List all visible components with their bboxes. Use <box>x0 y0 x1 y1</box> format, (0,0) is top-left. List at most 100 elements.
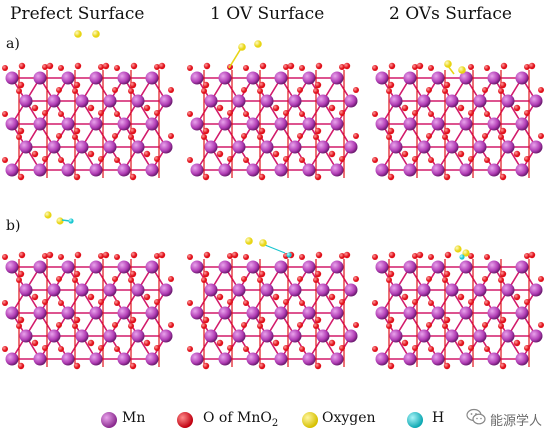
lattice-oxygen-atom <box>428 300 434 306</box>
mn-atom <box>431 117 445 131</box>
mn-atom <box>445 94 459 108</box>
lattice-oxygen-atom <box>426 87 432 93</box>
lattice-oxygen-atom <box>457 293 465 301</box>
mn-atom <box>389 140 403 154</box>
lattice-oxygen-atom <box>128 323 134 329</box>
mn-atom <box>515 306 529 320</box>
lattice-oxygen-atom <box>187 157 193 163</box>
mn-atom <box>445 329 459 343</box>
legend-mn-label: Mn <box>122 410 146 426</box>
mn-atom <box>445 283 459 297</box>
mn-atom <box>145 306 159 320</box>
surface-oxygen-atom <box>46 62 54 70</box>
lattice-oxygen-atom <box>387 127 395 135</box>
lattice-oxygen-atom <box>313 323 319 329</box>
lattice-oxygen-atom <box>442 88 448 94</box>
lattice-oxygen-atom <box>56 133 62 139</box>
lattice-oxygen-atom <box>387 270 395 278</box>
lattice-oxygen-atom <box>468 156 474 162</box>
lattice-oxygen-atom <box>258 316 266 324</box>
lattice-oxygen-atom <box>426 276 432 282</box>
mn-atom <box>19 94 33 108</box>
mn-atom <box>75 329 89 343</box>
lattice-oxygen-atom <box>17 127 25 135</box>
mn-atom <box>19 140 33 154</box>
lattice-oxygen-atom <box>202 127 210 135</box>
hydrogen-atom <box>286 252 292 258</box>
lattice-oxygen-atom <box>128 134 134 140</box>
lattice-oxygen-atom <box>339 64 345 70</box>
legend-o-label: O of MnO2 <box>203 410 279 429</box>
mn-atom <box>403 306 417 320</box>
lattice-oxygen-atom <box>412 64 418 70</box>
mn-atom <box>47 94 61 108</box>
lattice-oxygen-atom <box>17 362 25 370</box>
lattice-oxygen-atom <box>17 173 25 181</box>
mn-atom <box>246 71 260 85</box>
mn-atom <box>515 163 529 177</box>
mn-atom <box>375 260 389 274</box>
lattice-oxygen-atom <box>98 156 104 162</box>
mn-atom <box>89 71 103 85</box>
lattice-oxygen-atom <box>468 299 474 305</box>
mn-atom <box>375 306 389 320</box>
lattice-oxygen-atom <box>42 345 48 351</box>
lattice-oxygen-atom <box>257 88 263 94</box>
lattice-oxygen-atom <box>328 150 336 158</box>
lattice-oxygen-atom <box>297 276 303 282</box>
lattice-oxygen-atom <box>128 88 134 94</box>
lattice-oxygen-atom <box>538 322 544 328</box>
mn-atom <box>33 117 47 131</box>
lattice-oxygen-atom <box>314 173 322 181</box>
mn-atom <box>459 306 473 320</box>
adsorbed-oxygen-atom <box>254 40 262 48</box>
lattice-oxygen-atom <box>168 133 174 139</box>
lattice-oxygen-atom <box>187 300 193 306</box>
lattice-oxygen-atom <box>227 110 233 116</box>
surface-oxygen-atom <box>416 251 424 259</box>
lattice-oxygen-atom <box>499 316 507 324</box>
lattice-oxygen-atom <box>202 362 210 370</box>
lattice-oxygen-atom <box>73 362 81 370</box>
legend-oxygen-marker <box>302 412 318 428</box>
mn-atom <box>274 306 288 320</box>
lattice-oxygen-atom <box>272 293 280 301</box>
lattice-oxygen-atom <box>313 134 319 140</box>
lattice-oxygen-atom <box>56 87 62 93</box>
lattice-oxygen-atom <box>73 81 81 89</box>
lattice-oxygen-atom <box>484 157 490 163</box>
lattice-oxygen-atom <box>299 111 305 117</box>
lattice-oxygen-atom <box>339 156 345 162</box>
lattice-oxygen-atom <box>241 322 247 328</box>
lattice-oxygen-atom <box>443 173 451 181</box>
mn-atom <box>288 94 302 108</box>
legend-o-marker <box>177 412 193 428</box>
lattice-oxygen-atom <box>372 300 378 306</box>
lattice-oxygen-atom <box>524 253 530 259</box>
watermark-text: 能源学人 <box>489 414 542 429</box>
mn-atom <box>61 71 75 85</box>
lattice-oxygen-atom <box>17 316 25 324</box>
lattice-oxygen-atom <box>243 346 249 352</box>
mn-atom <box>89 352 103 366</box>
mn-atom <box>274 117 288 131</box>
lattice-oxygen-atom <box>227 299 233 305</box>
lattice-oxygen-atom <box>258 270 266 278</box>
lattice-oxygen-atom <box>168 276 174 282</box>
lattice-oxygen-atom <box>112 133 118 139</box>
lattice-oxygen-atom <box>499 173 507 181</box>
mn-atom <box>501 140 515 154</box>
mn-atom <box>5 163 19 177</box>
mn-atom <box>515 117 529 131</box>
mn-atom <box>431 260 445 274</box>
lattice-oxygen-atom <box>272 339 280 347</box>
surface-oxygen-atom <box>102 62 110 70</box>
lattice-oxygen-atom <box>129 270 137 278</box>
mn-atom <box>117 306 131 320</box>
lattice-oxygen-atom <box>443 127 451 135</box>
title-2ovs-surface: 2 OVs Surface <box>389 4 512 24</box>
lattice-oxygen-atom <box>154 299 160 305</box>
lattice-oxygen-atom <box>42 253 48 259</box>
surface-oxygen-atom <box>74 62 82 70</box>
mn-atom <box>246 117 260 131</box>
